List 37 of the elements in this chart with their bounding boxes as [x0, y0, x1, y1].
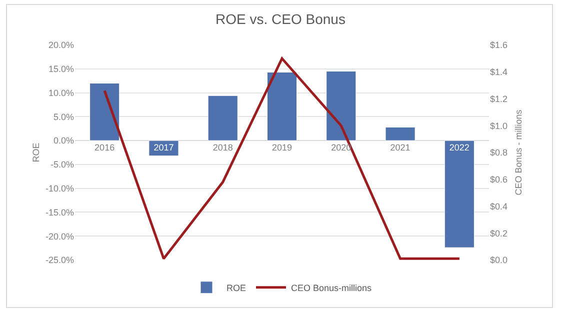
- y2-tick-label: $1.0: [490, 120, 508, 131]
- y-tick-label: 20.0%: [48, 40, 74, 50]
- bar: [326, 71, 356, 141]
- legend-label: ROE: [226, 282, 246, 293]
- x-tick-label: 2018: [212, 142, 233, 153]
- bar: [208, 95, 238, 141]
- y-tick-label: -5.0%: [50, 160, 74, 170]
- y-tick-label: 0.0%: [53, 136, 74, 146]
- chart-title: ROE vs. CEO Bonus: [216, 10, 346, 27]
- y-tick-label: -25.0%: [45, 255, 74, 266]
- x-tick-label: 2022: [449, 142, 470, 153]
- y-tick-label: 10.0%: [48, 88, 74, 98]
- y2-tick-label: $0.0: [490, 255, 508, 266]
- y2-tick-label: $1.2: [490, 94, 508, 104]
- y2-tick-label: $1.4: [490, 67, 508, 78]
- y-tick-label: -20.0%: [45, 231, 74, 242]
- y-tick-label: 5.0%: [53, 112, 74, 122]
- y2-tick-label: $0.4: [490, 201, 508, 212]
- y2-tick-label: $0.8: [490, 148, 508, 158]
- x-tick-label: 2019: [272, 142, 292, 153]
- y2-tick-label: $1.6: [490, 40, 508, 50]
- bar: [385, 126, 416, 141]
- y-tick-label: 15.0%: [48, 64, 74, 74]
- y2-tick-label: $0.6: [490, 174, 508, 185]
- bar: [148, 140, 179, 156]
- x-tick-label: 2017: [154, 142, 174, 153]
- x-tick-label: 2021: [390, 142, 410, 153]
- legend-label: CEO Bonus-millions: [291, 282, 372, 293]
- bar: [444, 140, 474, 248]
- y2-axis-title: CEO Bonus - millions: [513, 109, 524, 196]
- bar: [90, 82, 120, 141]
- y2-tick-label: $0.2: [490, 228, 508, 238]
- x-tick-label: 2016: [94, 142, 115, 153]
- y-axis-title: ROE: [30, 142, 41, 162]
- bar: [266, 72, 298, 141]
- y-tick-label: -10.0%: [45, 183, 74, 194]
- y-tick-label: -15.0%: [45, 207, 74, 218]
